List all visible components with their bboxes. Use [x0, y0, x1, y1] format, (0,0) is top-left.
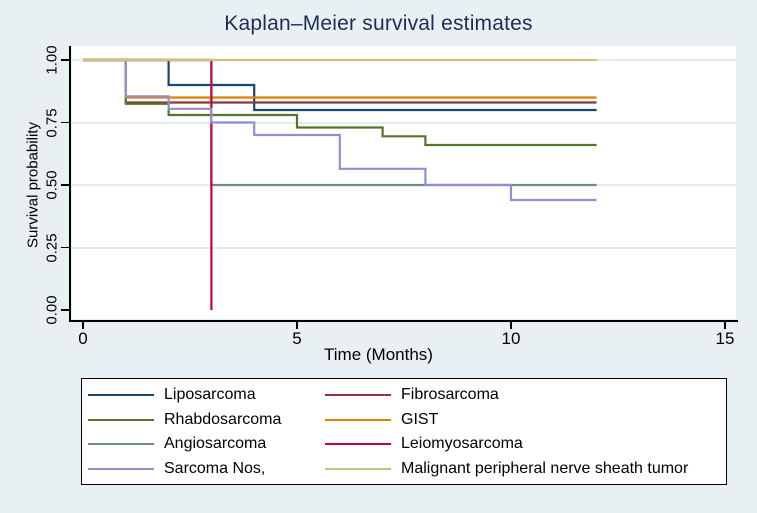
- y-tick-mark: [61, 309, 69, 311]
- legend-entry: Rhabdosarcoma: [88, 411, 325, 429]
- y-tick-label: 0.00: [43, 295, 61, 325]
- legend-swatch-line: [325, 467, 391, 470]
- legend-entry: Sarcoma Nos,: [88, 460, 325, 478]
- plot-area: [72, 46, 736, 319]
- x-axis-line: [69, 320, 738, 322]
- chart-title: Kaplan–Meier survival estimates: [224, 12, 533, 35]
- x-tick-label: 10: [501, 329, 521, 348]
- x-tick-label: 5: [292, 329, 302, 348]
- gridline: [72, 121, 736, 124]
- y-axis-title: Survival probability: [24, 122, 42, 248]
- y-tick-label: 0.25: [43, 232, 61, 263]
- x-tick-mark: [82, 321, 84, 329]
- legend-label: GIST: [401, 410, 439, 428]
- y-tick-label: 0.75: [43, 107, 61, 138]
- x-tick-mark: [510, 321, 512, 329]
- gridline: [72, 184, 736, 186]
- legend-label: Leiomyosarcoma: [401, 435, 523, 453]
- legend-swatch-line: [325, 394, 391, 397]
- legend-label: Rhabdosarcoma: [164, 410, 282, 428]
- gridline: [72, 246, 736, 249]
- legend: Liposarcoma Fibrosarcoma Rhabdosarcoma GIST…: [81, 378, 727, 485]
- y-tick-mark: [61, 246, 69, 249]
- legend-swatch-line: [88, 443, 154, 446]
- legend-entry: Liposarcoma: [88, 386, 325, 404]
- y-axis-line: [69, 46, 71, 322]
- legend-entry: Leiomyosarcoma: [325, 435, 726, 453]
- legend-entry: GIST: [325, 411, 726, 429]
- legend-label: Sarcoma Nos,: [164, 459, 266, 477]
- legend-swatch-line: [88, 467, 154, 470]
- y-tick-mark: [61, 59, 69, 61]
- x-tick-mark: [724, 321, 726, 329]
- legend-swatch-line: [88, 394, 154, 397]
- legend-label: Angiosarcoma: [164, 435, 267, 453]
- legend-entry: Angiosarcoma: [88, 435, 325, 453]
- gridline: [72, 59, 736, 61]
- legend-swatch-line: [88, 418, 154, 421]
- x-tick-label: 15: [715, 329, 735, 348]
- legend-swatch-line: [325, 418, 391, 421]
- x-tick-label: 0: [78, 329, 88, 348]
- legend-label: Fibrosarcoma: [401, 386, 499, 404]
- legend-entry: Malignant peripheral nerve sheath tumor: [325, 460, 726, 478]
- y-tick-mark: [61, 184, 69, 186]
- legend-label: Malignant peripheral nerve sheath tumor: [401, 459, 689, 477]
- legend-entry: Fibrosarcoma: [325, 386, 726, 404]
- y-tick-label: 0.50: [43, 170, 61, 200]
- legend-label: Liposarcoma: [164, 386, 256, 404]
- y-tick-label: 1.00: [43, 45, 61, 75]
- legend-swatch-line: [325, 443, 391, 446]
- y-tick-mark: [61, 121, 69, 124]
- x-axis-title: Time (Months): [324, 345, 433, 364]
- x-tick-mark: [296, 321, 298, 329]
